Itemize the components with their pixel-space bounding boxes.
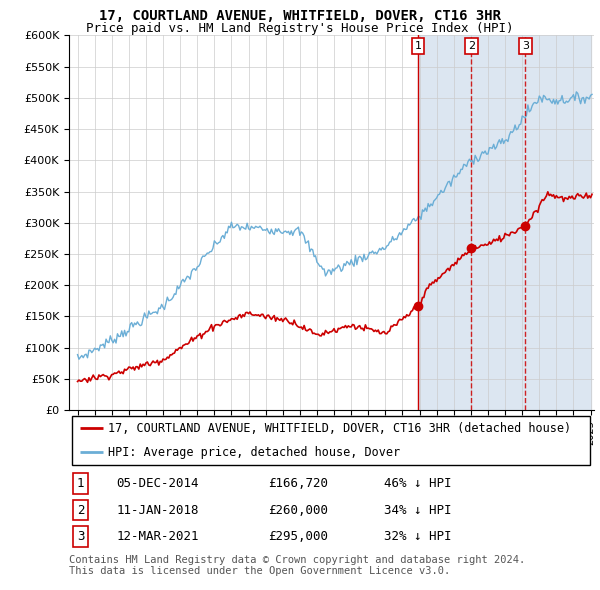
Text: 12-MAR-2021: 12-MAR-2021 [116,530,199,543]
Text: 05-DEC-2014: 05-DEC-2014 [116,477,199,490]
Text: £295,000: £295,000 [269,530,329,543]
Text: 34% ↓ HPI: 34% ↓ HPI [384,503,452,517]
Text: 17, COURTLAND AVENUE, WHITFIELD, DOVER, CT16 3HR (detached house): 17, COURTLAND AVENUE, WHITFIELD, DOVER, … [109,422,571,435]
Text: 11-JAN-2018: 11-JAN-2018 [116,503,199,517]
Text: 2: 2 [468,41,475,51]
Text: 32% ↓ HPI: 32% ↓ HPI [384,530,452,543]
Text: Price paid vs. HM Land Registry's House Price Index (HPI): Price paid vs. HM Land Registry's House … [86,22,514,35]
Text: 3: 3 [522,41,529,51]
Text: £166,720: £166,720 [269,477,329,490]
FancyBboxPatch shape [71,416,590,464]
Text: £260,000: £260,000 [269,503,329,517]
Text: 2: 2 [77,503,84,517]
Text: HPI: Average price, detached house, Dover: HPI: Average price, detached house, Dove… [109,445,401,458]
Bar [418,35,592,410]
Text: 46% ↓ HPI: 46% ↓ HPI [384,477,452,490]
Text: 3: 3 [77,530,84,543]
Text: 17, COURTLAND AVENUE, WHITFIELD, DOVER, CT16 3HR: 17, COURTLAND AVENUE, WHITFIELD, DOVER, … [99,9,501,23]
Text: 1: 1 [77,477,84,490]
Text: Contains HM Land Registry data © Crown copyright and database right 2024.
This d: Contains HM Land Registry data © Crown c… [69,555,525,576]
Text: 1: 1 [415,41,422,51]
